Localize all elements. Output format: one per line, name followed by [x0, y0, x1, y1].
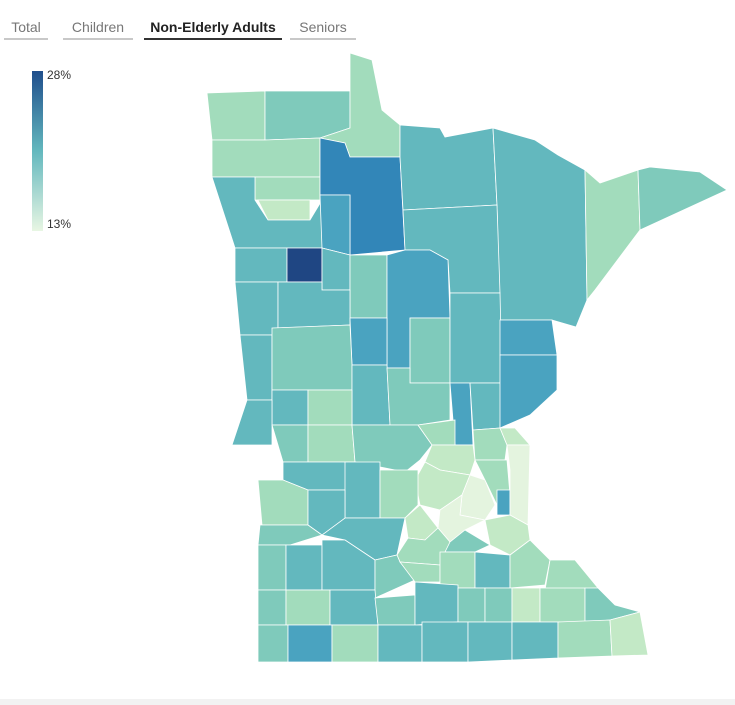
county-region[interactable] — [449, 292, 503, 384]
tab-seniors[interactable]: Seniors — [290, 18, 356, 40]
county-region[interactable] — [499, 354, 558, 429]
county-region[interactable] — [506, 444, 531, 526]
county-region[interactable] — [467, 621, 513, 663]
county-region[interactable] — [414, 581, 459, 626]
county-region[interactable] — [457, 587, 486, 623]
county-region[interactable] — [557, 619, 613, 659]
county-region[interactable] — [539, 587, 586, 623]
county-region[interactable] — [285, 544, 323, 591]
tab-children[interactable]: Children — [63, 18, 133, 40]
tab-non-elderly-adults[interactable]: Non-Elderly Adults — [144, 18, 282, 40]
county-region[interactable] — [271, 324, 353, 391]
county-region[interactable] — [609, 611, 649, 657]
county-region[interactable] — [492, 127, 588, 328]
legend-max-label: 28% — [47, 68, 72, 82]
legend-gradient-bar — [32, 71, 43, 231]
county-region[interactable] — [307, 389, 353, 426]
footer-strip — [0, 699, 735, 705]
county-region[interactable] — [329, 589, 379, 626]
county-region[interactable] — [496, 489, 511, 516]
county-region[interactable] — [509, 539, 551, 589]
county-region[interactable] — [511, 621, 559, 661]
legend-min-label: 13% — [47, 217, 72, 231]
county-region[interactable] — [544, 559, 599, 591]
county-region[interactable] — [349, 317, 388, 366]
county-region[interactable] — [271, 389, 309, 426]
county-region[interactable] — [257, 589, 287, 626]
county-region[interactable] — [231, 399, 273, 446]
county-region[interactable] — [254, 176, 321, 201]
county-region[interactable] — [379, 469, 419, 519]
county-region[interactable] — [211, 137, 321, 178]
county-region[interactable] — [444, 529, 491, 553]
county-region[interactable] — [421, 621, 469, 663]
county-region[interactable] — [439, 551, 476, 589]
county-region[interactable] — [511, 587, 541, 623]
county-region[interactable] — [286, 247, 323, 283]
tab-total[interactable]: Total — [4, 18, 48, 40]
county-region[interactable] — [399, 124, 498, 211]
county-region[interactable] — [474, 551, 511, 589]
county-region[interactable] — [234, 281, 279, 336]
county-region[interactable] — [484, 587, 513, 623]
county-region[interactable] — [409, 317, 451, 384]
county-region[interactable] — [469, 382, 503, 431]
county-region[interactable] — [351, 364, 391, 426]
county-region[interactable] — [257, 544, 287, 591]
county-region[interactable] — [344, 461, 381, 519]
county-region[interactable] — [257, 479, 309, 526]
county-region[interactable] — [257, 624, 289, 663]
county-region[interactable] — [234, 247, 288, 283]
county-region[interactable] — [349, 254, 388, 319]
county-region[interactable] — [287, 624, 333, 663]
county-region[interactable] — [285, 589, 331, 626]
county-region[interactable] — [319, 194, 351, 256]
county-region[interactable] — [271, 424, 309, 463]
county-region[interactable] — [307, 424, 356, 463]
county-region[interactable] — [206, 90, 266, 141]
county-region[interactable] — [584, 169, 641, 302]
county-region[interactable] — [257, 524, 323, 546]
county-region[interactable] — [637, 166, 728, 231]
county-region[interactable] — [321, 247, 351, 291]
county-region[interactable] — [377, 624, 423, 663]
county-region[interactable] — [239, 334, 273, 401]
county-region[interactable] — [331, 624, 379, 663]
county-region[interactable] — [374, 594, 416, 626]
county-region[interactable] — [499, 319, 558, 356]
